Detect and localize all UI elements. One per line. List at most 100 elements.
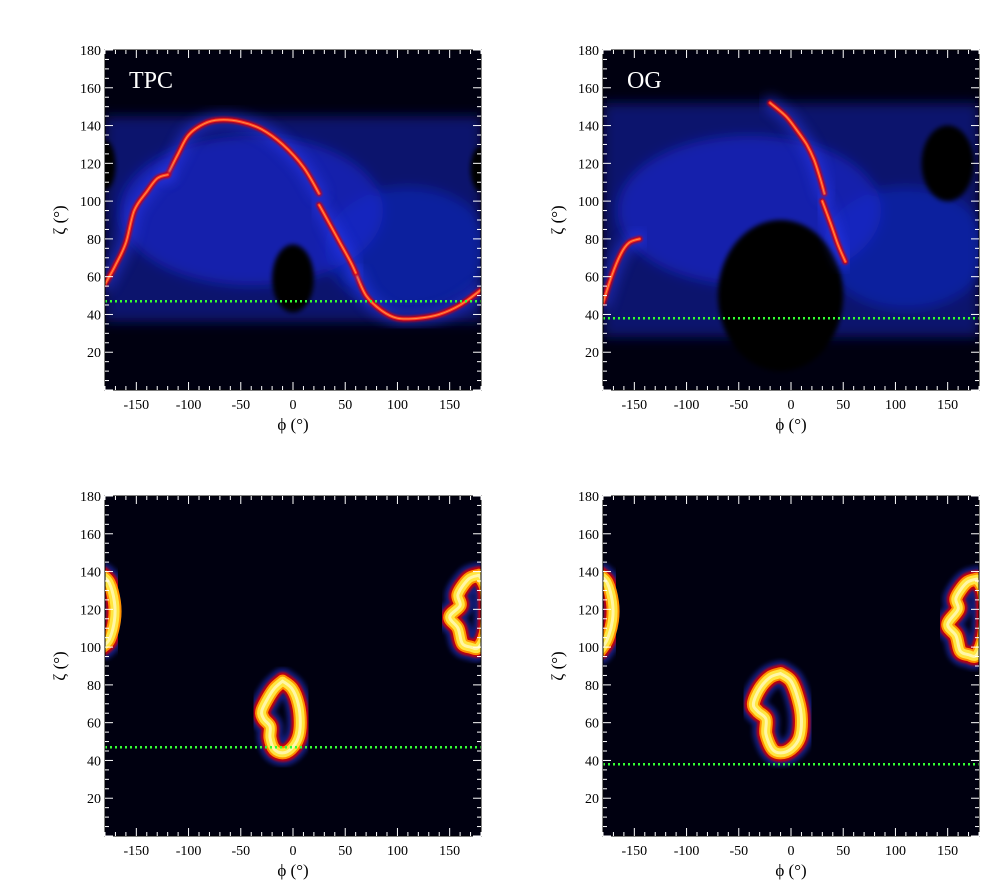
- x-tick-label: 50: [338, 844, 352, 859]
- y-axis-label: ζ (°): [50, 651, 69, 680]
- y-tick-label: 160: [80, 528, 101, 543]
- y-axis-label: ζ (°): [548, 651, 567, 680]
- emission-center-ring: [740, 660, 815, 766]
- y-tick-label: 80: [585, 679, 599, 694]
- panel-label: TPC: [129, 68, 173, 94]
- y-tick-label: 60: [87, 717, 101, 732]
- x-tick-label: 150: [937, 844, 958, 859]
- y-tick-label: 120: [578, 603, 599, 618]
- axis-ticks: [104, 49, 482, 391]
- x-tick-label: 0: [788, 844, 795, 859]
- y-tick-label: 100: [578, 641, 599, 656]
- x-tick-label: -100: [176, 844, 202, 859]
- panel-3: -150 -100 -50 0 50 100 150 20 40 60 80 100 120 140 160…: [50, 490, 482, 880]
- x-tick-label: -100: [176, 398, 202, 413]
- x-axis-label: ϕ (°): [775, 415, 806, 434]
- y-tick-label: 180: [80, 490, 101, 505]
- y-tick-label: 60: [585, 271, 599, 286]
- caustic-mid-right: [312, 197, 363, 280]
- y-axis-label: ζ (°): [548, 205, 567, 234]
- dark-region: [105, 140, 116, 190]
- heatmap-body: [105, 112, 481, 326]
- caustic-lower-arc: [348, 265, 481, 326]
- x-tick-label: 100: [387, 844, 408, 859]
- x-tick-label: -50: [729, 844, 748, 859]
- dark-region: [272, 244, 314, 313]
- x-tick-label: 50: [836, 844, 850, 859]
- panel-label: OG: [627, 68, 662, 94]
- x-axis-label: ϕ (°): [277, 861, 308, 880]
- y-tick-label: 100: [80, 195, 101, 210]
- emission-left-ring: [105, 562, 129, 660]
- y-tick-label: 20: [87, 792, 101, 807]
- y-tick-label: 60: [585, 717, 599, 732]
- y-tick-label: 80: [585, 233, 599, 248]
- emission-right-ring: [436, 562, 481, 662]
- y-tick-label: 160: [80, 82, 101, 97]
- y-tick-label: 120: [80, 157, 101, 172]
- y-tick-label: 60: [87, 271, 101, 286]
- axis-ticks: [602, 495, 980, 837]
- axis-ticks: [602, 49, 980, 391]
- x-tick-label: 100: [885, 844, 906, 859]
- x-tick-label: 0: [290, 844, 297, 859]
- x-axis-label: ϕ (°): [775, 861, 806, 880]
- x-tick-label: 50: [338, 398, 352, 413]
- y-tick-label: 40: [87, 308, 101, 323]
- y-tick-label: 80: [87, 233, 101, 248]
- y-tick-label: 100: [80, 641, 101, 656]
- y-tick-label: 180: [80, 44, 101, 59]
- x-tick-label: 150: [937, 398, 958, 413]
- caustic-mid-right: [815, 194, 853, 269]
- caustic-upper-arc: [160, 112, 327, 201]
- y-tick-label: 20: [585, 346, 599, 361]
- emission-left-ring: [603, 562, 627, 664]
- x-tick-label: 50: [836, 398, 850, 413]
- y-tick-label: 40: [585, 308, 599, 323]
- axis-ticks: [104, 495, 482, 837]
- panel-1: -150 -100 -50 0 50 100 150 20 40 60 80 100 120 140 160…: [50, 44, 482, 434]
- x-tick-label: -150: [621, 398, 647, 413]
- x-tick-label: -50: [231, 844, 250, 859]
- x-tick-label: -150: [123, 398, 149, 413]
- x-tick-label: 150: [439, 398, 460, 413]
- x-tick-label: -50: [231, 398, 250, 413]
- emission-right-ring: [934, 566, 979, 670]
- dark-region: [717, 219, 844, 372]
- y-tick-label: 160: [578, 528, 599, 543]
- x-tick-label: 150: [439, 844, 460, 859]
- y-tick-label: 100: [578, 195, 599, 210]
- heatmap-background: [105, 496, 481, 836]
- y-axis-label: ζ (°): [50, 205, 69, 234]
- y-tick-label: 40: [585, 754, 599, 769]
- x-tick-label: -50: [729, 398, 748, 413]
- y-tick-label: 140: [578, 120, 599, 135]
- caustic-left-arc: [603, 231, 647, 311]
- caustic-right-cusp: [763, 95, 832, 201]
- panel-2: -150 -100 -50 0 50 100 150 20 40 60 80 100 120 140 160…: [548, 44, 980, 434]
- heatmap-body: [105, 562, 481, 766]
- y-tick-label: 20: [87, 346, 101, 361]
- y-tick-label: 20: [585, 792, 599, 807]
- y-tick-label: 80: [87, 679, 101, 694]
- y-tick-label: 40: [87, 754, 101, 769]
- y-tick-label: 120: [80, 603, 101, 618]
- y-tick-label: 120: [578, 157, 599, 172]
- y-tick-label: 140: [80, 566, 101, 581]
- x-tick-label: 0: [290, 398, 297, 413]
- y-tick-label: 140: [578, 566, 599, 581]
- emission-center-ring: [248, 668, 314, 766]
- haze-core: [119, 135, 383, 286]
- x-tick-label: 100: [885, 398, 906, 413]
- caustic-left-arc: [105, 167, 175, 292]
- x-tick-label: -100: [674, 398, 700, 413]
- panel-4: -150 -100 -50 0 50 100 150 20 40 60 80 100 120 140 160…: [548, 490, 980, 880]
- x-tick-label: -150: [123, 844, 149, 859]
- dark-region: [470, 146, 481, 192]
- y-tick-label: 180: [578, 490, 599, 505]
- y-tick-label: 160: [578, 82, 599, 97]
- x-axis-label: ϕ (°): [277, 415, 308, 434]
- x-tick-label: -150: [621, 844, 647, 859]
- haze-core: [823, 187, 979, 310]
